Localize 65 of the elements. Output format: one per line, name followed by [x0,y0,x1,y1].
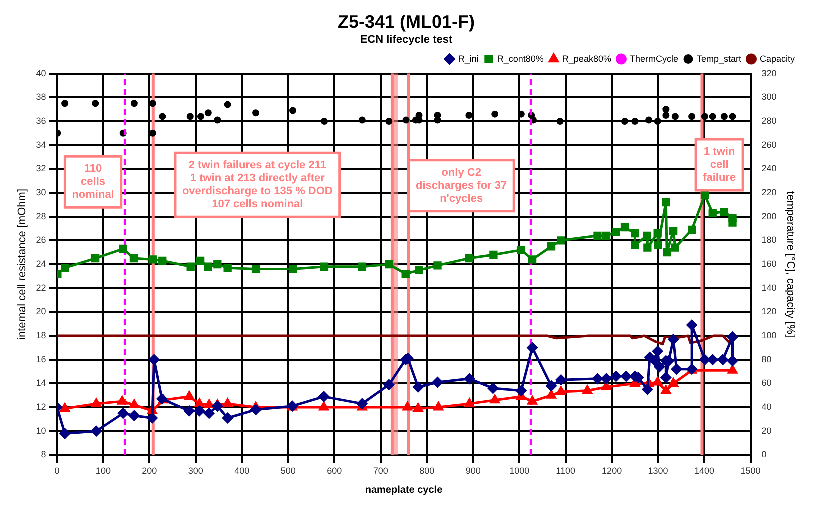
y-axis-title: internal cell resistance [mOhm] [16,189,29,340]
y2-tick-label: 60 [762,378,772,388]
x-tick-label: 100 [96,466,111,476]
legend-label: R_ini [458,54,479,64]
y2-tick-label: 140 [762,282,777,293]
annotation: 110 cells nominal [72,163,114,202]
y2-axis-title: temperature [°C], capacity [%] [784,191,796,338]
y2-tick-label: 40 [762,402,772,412]
y-tick-label: 10 [36,426,46,436]
x-axis-title: nameplate cycle [365,484,444,496]
y2-tick-label: 320 [762,68,777,78]
annotation: 2 twin failures at cycle 211 1 twin at 213 directly after overdischarge to 135 % DOD 107 cells nominal [182,160,333,211]
y-tick-label: 34 [36,140,46,150]
y-tick-label: 24 [36,258,46,269]
y-tick-label: 8 [41,450,46,460]
legend-label: ThermCycle [630,54,678,64]
x-tick-label: 1100 [556,466,576,476]
x-tick-label: 400 [234,466,250,476]
y-tick-label: 16 [36,354,46,364]
y-tick-label: 12 [36,402,46,412]
annotation: 1 twin cell failure [703,146,736,184]
x-tick-label: 1400 [694,466,715,476]
chart-subtitle: ECN lifecycle test [360,34,453,46]
y2-tick-label: 260 [762,140,777,150]
chart-title: Z5-341 (ML01-F) [338,12,476,32]
legend-label: R_cont80% [497,54,544,64]
legend-label: R_peak80% [562,54,612,64]
y2-tick-label: 240 [762,164,777,174]
annotation: only C2 discharges for 37 n'cycles [416,166,508,205]
y-tick-label: 18 [36,330,46,340]
x-tick-label: 1300 [648,466,668,476]
y-tick-label: 14 [36,378,46,388]
x-tick-label: 900 [466,466,481,476]
x-tick-label: 600 [327,466,342,476]
y2-tick-label: 20 [762,426,772,436]
legend-label: Temp_start [696,54,742,64]
y-tick-label: 38 [36,92,46,102]
y-tick-label: 26 [36,235,46,246]
x-tick-label: 0 [54,466,60,476]
x-tick-label: 700 [373,466,388,476]
y2-tick-label: 180 [762,235,777,246]
x-tick-label: 800 [420,466,435,476]
legend-label: Capacity [760,54,796,64]
y-tick-label: 20 [36,306,46,317]
y2-tick-label: 300 [762,92,777,102]
x-tick-label: 500 [280,466,296,476]
y2-tick-label: 280 [762,116,777,126]
y-tick-label: 40 [36,68,46,78]
y2-tick-label: 80 [762,354,772,364]
x-tick-label: 200 [142,466,158,476]
y2-tick-label: 220 [762,187,777,198]
y2-tick-label: 0 [762,450,767,460]
y-tick-label: 32 [36,164,46,174]
y2-tick-label: 200 [762,211,777,222]
y-tick-label: 28 [36,211,46,222]
x-tick-label: 300 [188,466,204,476]
y2-tick-label: 160 [762,258,777,269]
x-tick-label: 1200 [602,466,622,476]
y-tick-label: 36 [36,116,46,126]
x-tick-label: 1500 [740,466,761,476]
x-tick-label: 1000 [510,466,530,476]
y-tick-label: 22 [36,282,46,293]
y2-tick-label: 100 [762,330,777,340]
y-tick-label: 30 [36,187,46,198]
y2-tick-label: 120 [762,306,777,317]
